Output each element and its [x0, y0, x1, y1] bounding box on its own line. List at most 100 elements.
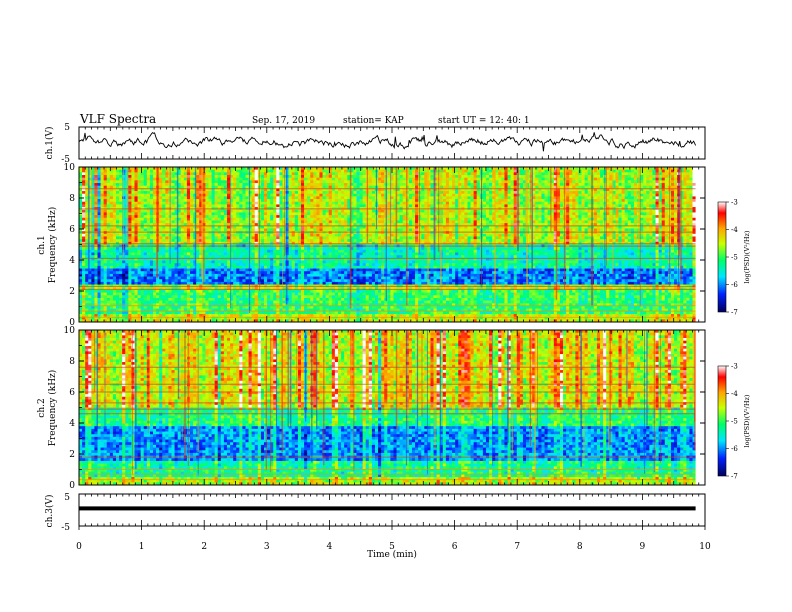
spectrogram-cell: [255, 194, 258, 197]
spectrogram-cell: [671, 175, 674, 178]
spectrogram-cell: [656, 220, 659, 223]
spectrogram-cell: [236, 215, 239, 218]
spectrogram-cell: [134, 228, 137, 231]
spectrogram-cell: [212, 215, 215, 218]
spectrogram-cell: [369, 212, 372, 215]
spectrogram-cell: [227, 215, 230, 218]
spectrogram-cell: [378, 170, 381, 173]
spectrogram-cell: [369, 204, 372, 207]
spectrogram-cell: [372, 183, 375, 186]
spectrogram-cell: [569, 170, 572, 173]
spectrogram-cell: [363, 218, 366, 221]
spectrogram-cell: [196, 175, 199, 178]
spectrogram-cell: [600, 175, 603, 178]
spectrogram-cell: [323, 218, 326, 221]
spectrogram-cell: [619, 204, 622, 207]
spectrogram-cell: [335, 215, 338, 218]
spectrogram-cell: [184, 199, 187, 202]
spectrogram-cell: [150, 175, 153, 178]
spectrogram-cell: [338, 178, 341, 181]
spectrogram-cell: [319, 191, 322, 194]
spectrogram-cell: [652, 175, 655, 178]
spectrogram-cell: [131, 210, 134, 213]
spectrogram-cell: [514, 170, 517, 173]
spectrogram-cell: [326, 220, 329, 223]
spectrogram-cell: [578, 220, 581, 223]
spectrogram-cell: [578, 183, 581, 186]
spectrogram-cell: [461, 204, 464, 207]
spectrogram-cell: [221, 202, 224, 205]
spectrogram-cell: [378, 202, 381, 205]
spectrogram-cell: [150, 202, 153, 205]
spectrogram-cell: [588, 204, 591, 207]
spectrogram-cell: [508, 212, 511, 215]
spectrogram-cell: [134, 172, 137, 175]
spectrogram-cell: [196, 196, 199, 199]
spectrogram-cell: [270, 196, 273, 199]
spectrogram-cell: [187, 194, 190, 197]
spectrogram-cell: [236, 202, 239, 205]
spectrogram-cell: [471, 215, 474, 218]
spectrogram-cell: [208, 180, 211, 183]
spectrogram-cell: [181, 172, 184, 175]
spectrogram-cell: [353, 210, 356, 213]
spectrogram-cell: [683, 202, 686, 205]
spectrogram-cell: [545, 178, 548, 181]
spectrogram-cell: [588, 196, 591, 199]
spectrogram-cell: [227, 170, 230, 173]
spectrogram-cell: [215, 170, 218, 173]
spectrogram-cell: [424, 170, 427, 173]
spectrogram-cell: [261, 210, 264, 213]
spectrogram-cell: [110, 220, 113, 223]
spectrogram-cell: [94, 204, 97, 207]
spectrogram-cell: [79, 180, 82, 183]
spectrogram-cell: [683, 178, 686, 181]
spectrogram-cell: [113, 215, 116, 218]
spectrogram-cell: [683, 199, 686, 202]
spectrogram-cell: [261, 183, 264, 186]
spectrogram-cell: [582, 199, 585, 202]
spectrogram-cell: [471, 218, 474, 221]
spectrogram-cell: [153, 172, 156, 175]
spectrogram-cell: [489, 202, 492, 205]
spectrogram-cell: [141, 228, 144, 231]
spectrogram-cell: [101, 215, 104, 218]
spectrogram-cell: [372, 172, 375, 175]
spectrogram-cell: [467, 210, 470, 213]
spectrogram-cell: [689, 215, 692, 218]
spectrogram-cell: [153, 202, 156, 205]
spectrogram-cell: [446, 172, 449, 175]
spectrogram-cell: [335, 194, 338, 197]
spectrogram-cell: [400, 204, 403, 207]
spectrogram-cell: [221, 204, 224, 207]
spectrogram-cell: [273, 175, 276, 178]
spectrogram-cell: [471, 228, 474, 231]
spectrogram-cell: [566, 196, 569, 199]
spectrogram-cell: [104, 191, 107, 194]
spectrogram-cell: [674, 170, 677, 173]
spectrogram-cell: [600, 183, 603, 186]
spectrogram-cell: [498, 183, 501, 186]
spectrogram-cell: [588, 202, 591, 205]
spectrogram-cell: [292, 202, 295, 205]
spectrogram-cell: [138, 194, 141, 197]
spectrogram-cell: [387, 180, 390, 183]
spectrogram-cell: [341, 228, 344, 231]
spectrogram-cell: [82, 178, 85, 181]
spectrogram-cell: [400, 178, 403, 181]
spectrogram-cell: [159, 215, 162, 218]
spectrogram-cell: [205, 196, 208, 199]
spectrogram-cell: [134, 212, 137, 215]
spectrogram-cell: [98, 196, 101, 199]
spectrogram-cell: [615, 204, 618, 207]
spectrogram-cell: [329, 196, 332, 199]
spectrogram-cell: [656, 210, 659, 213]
spectrogram-cell: [101, 218, 104, 221]
spectrogram-cell: [227, 191, 230, 194]
spectrogram-cell: [245, 212, 248, 215]
spectrogram-cell: [295, 218, 298, 221]
spectrogram-cell: [597, 196, 600, 199]
spectrogram-cell: [205, 212, 208, 215]
spectrogram-cell: [141, 170, 144, 173]
spectrogram-cell: [190, 183, 193, 186]
